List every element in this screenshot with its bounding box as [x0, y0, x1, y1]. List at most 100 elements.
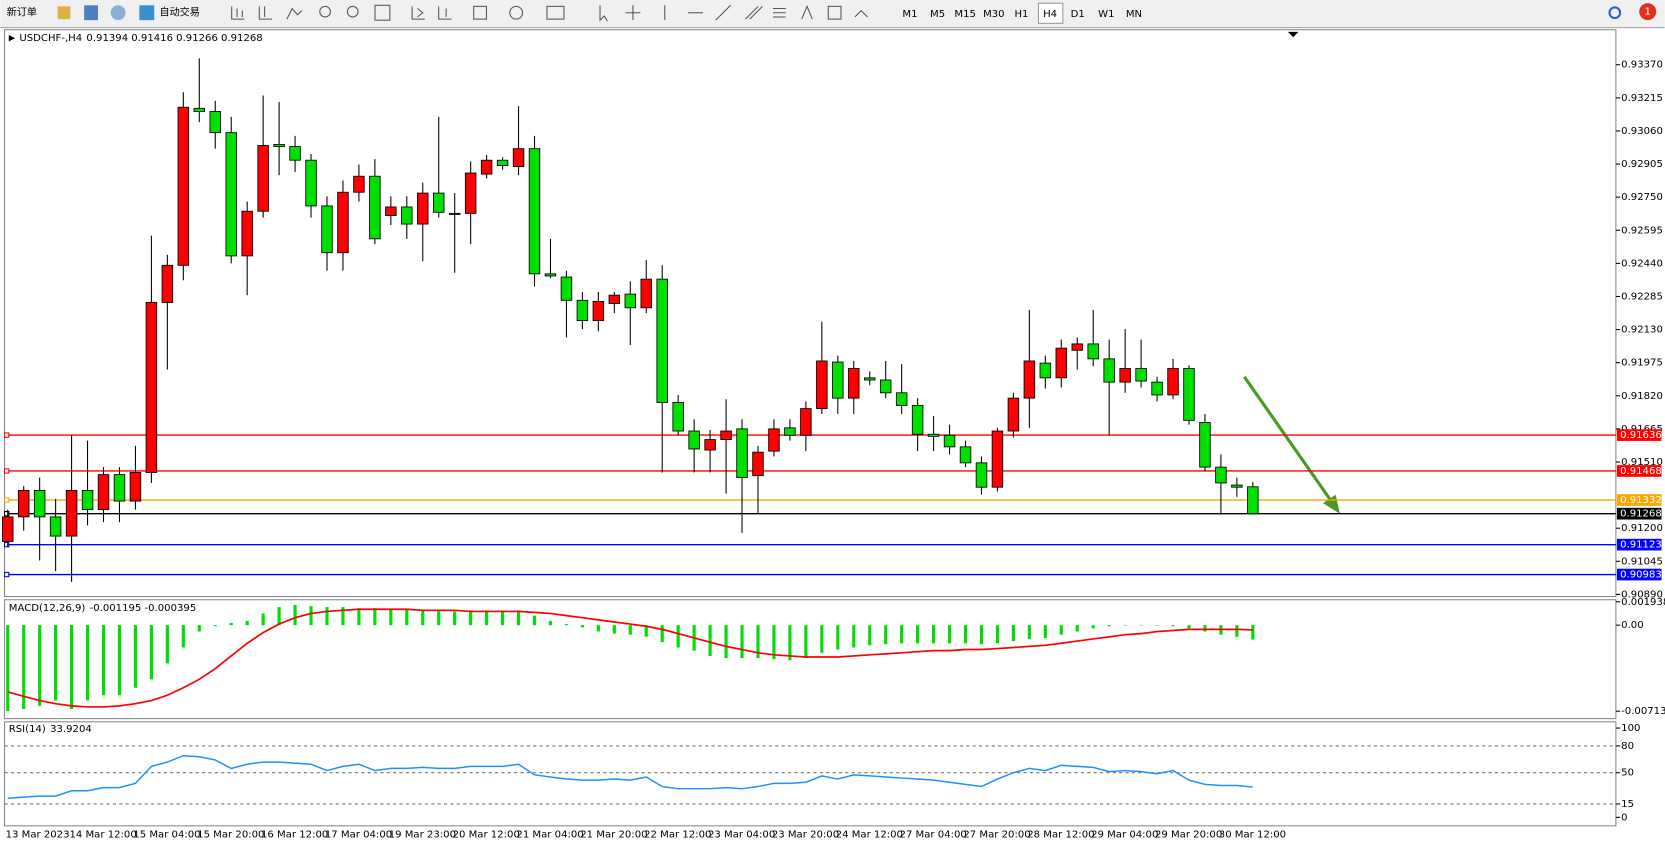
timeframe-button[interactable]: M1	[902, 9, 917, 20]
candle-body	[161, 264, 174, 303]
low: 0.91266	[176, 33, 218, 44]
candle-body	[337, 191, 349, 254]
candle-body	[1007, 397, 1020, 432]
candle-body	[193, 107, 206, 112]
line-handle	[4, 497, 10, 503]
icon[interactable]	[84, 5, 98, 21]
y-tick-label: 0.91820	[1621, 391, 1663, 402]
candle-body	[1103, 358, 1115, 383]
x-tick-label: 15 Mar 20:00	[197, 829, 264, 840]
candle-body	[49, 516, 62, 537]
candle-body	[1023, 360, 1036, 399]
candle-body	[1231, 484, 1243, 488]
timeframe-button[interactable]: H1	[1014, 9, 1028, 20]
line-handle	[4, 571, 10, 578]
candle-body	[257, 145, 269, 212]
x-tick-label: 14 Mar 12:00	[69, 829, 136, 840]
rsi-panel	[4, 721, 1617, 827]
search-icon[interactable]	[1608, 6, 1622, 20]
candle-body	[800, 408, 812, 436]
x-tick-label: 29 Mar 20:00	[1155, 829, 1222, 840]
price-label: 0.91123	[1620, 540, 1662, 551]
price-label: 0.91268	[1620, 509, 1662, 520]
candle-body	[624, 293, 637, 309]
candle-body	[464, 172, 477, 214]
rsi-title: RSI(14)	[9, 724, 46, 735]
plot: 0.93370 0.93215 0.93060 0.92905 0.92750 0.925…	[1, 58, 1665, 840]
candle-body	[927, 433, 940, 437]
candle-body	[1087, 343, 1099, 360]
open: 0.91394	[86, 33, 128, 44]
price-label-box	[1616, 568, 1662, 581]
x-tick-label: 23 Mar 04:00	[708, 829, 775, 840]
x-tick-label: 20 Mar 12:00	[453, 829, 520, 840]
candle-body	[1055, 347, 1068, 379]
x-tick-label: 22 Mar 12:00	[644, 829, 711, 840]
y-tick-label: 0.91975	[1621, 358, 1663, 369]
x-tick-label: 24 Mar 12:00	[836, 829, 903, 840]
y-tick-label: 0.93060	[1621, 126, 1663, 137]
x-tick-label: 15 Mar 04:00	[133, 829, 200, 840]
notification-badge[interactable]	[1639, 3, 1657, 21]
candle-body	[113, 474, 126, 502]
line-handle	[4, 541, 10, 548]
candle-body	[656, 278, 668, 403]
candle-body	[784, 427, 796, 436]
close: 0.91268	[221, 33, 263, 44]
icon[interactable]	[57, 6, 71, 20]
candle-body	[289, 146, 301, 161]
candle-body	[177, 106, 190, 266]
tool-icons[interactable]	[231, 4, 868, 22]
y-tick-label: 100	[1621, 723, 1640, 734]
candle-body	[544, 273, 557, 277]
toolbar	[0, 0, 1665, 28]
icon[interactable]	[110, 5, 126, 21]
y-tick-label: 0.92595	[1621, 225, 1663, 236]
candle-body	[911, 404, 924, 435]
y-tick-label: 0.92905	[1621, 159, 1663, 170]
price-label: 0.90983	[1620, 570, 1662, 581]
candle-body	[752, 451, 764, 477]
candle-body	[1183, 368, 1195, 421]
timeframe-button[interactable]: M15	[954, 9, 976, 20]
y-tick-label: 80	[1621, 741, 1634, 752]
timeframe-button[interactable]: M5	[930, 9, 945, 20]
candle-body	[991, 430, 1004, 488]
candle-body	[209, 111, 221, 134]
candle-body	[385, 206, 397, 216]
candle-body	[879, 379, 892, 394]
timeframe-button[interactable]: H4	[1043, 9, 1057, 20]
y-tick-label: 0.001938	[1621, 597, 1665, 608]
y-tick-label: 0.92285	[1621, 291, 1663, 302]
icon[interactable]	[139, 5, 155, 21]
candle-body	[448, 212, 461, 215]
y-tick-label: 0.90890	[1621, 589, 1663, 600]
y-tick-label: 0.92440	[1621, 258, 1663, 269]
price-label: 0.91636	[1620, 430, 1662, 441]
auto-trade-button[interactable]: 自动交易	[160, 6, 200, 19]
arrow	[1243, 375, 1337, 509]
main-panel	[4, 29, 1617, 598]
candle-body	[848, 368, 860, 399]
new-order-button[interactable]: 新订单	[7, 6, 37, 19]
chart-header: USDCHF-,H4 0.91394 0.91416 0.91266 0.91268	[19, 33, 262, 44]
x-tick-label: 17 Mar 04:00	[325, 829, 392, 840]
line-handle	[4, 432, 10, 438]
candle-body	[943, 434, 956, 448]
macd-panel	[4, 599, 1617, 720]
candle-body	[480, 159, 493, 175]
candle-body	[560, 276, 573, 301]
timeframe-button[interactable]: M30	[983, 9, 1005, 20]
timeframe-button[interactable]: MN	[1126, 9, 1142, 20]
timeframe-button[interactable]: W1	[1098, 9, 1114, 20]
candle-body	[1247, 486, 1259, 515]
y-tick-label: 0.93215	[1621, 93, 1663, 104]
macd-header: MACD(12,26,9) -0.001195 -0.000395	[9, 603, 196, 614]
x-tick-label: 13 Mar 2023	[6, 829, 70, 840]
candle-body	[145, 302, 158, 473]
high: 0.91416	[131, 33, 173, 44]
x-tick-label: 28 Mar 12:00	[1027, 829, 1094, 840]
price-label: 0.91332	[1620, 495, 1662, 506]
timeframe-button[interactable]: D1	[1071, 9, 1085, 20]
